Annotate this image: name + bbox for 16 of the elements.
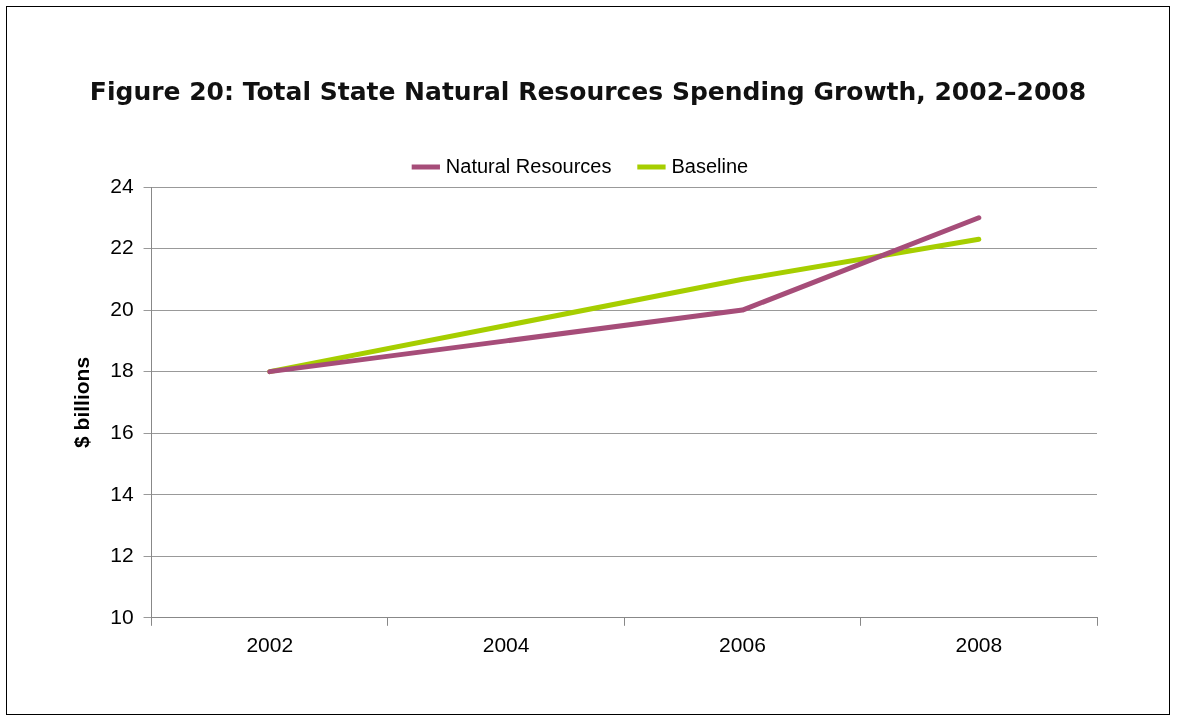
y-tick-label: 10 (110, 604, 134, 628)
y-tick-label: 24 (110, 173, 134, 197)
y-tick-label: 18 (110, 358, 134, 382)
y-axis-title: $ billions (70, 356, 94, 448)
chart-title: Figure 20: Total State Natural Resources Spending Growth, 2002–2008 (88, 77, 1088, 106)
legend-label: Baseline (671, 154, 749, 177)
x-tick-label: 2002 (246, 633, 294, 657)
x-tick-label: 2004 (482, 633, 530, 657)
x-tick-label: 2008 (955, 633, 1003, 657)
y-tick-label: 22 (110, 235, 134, 259)
y-tick-label: 14 (110, 481, 134, 505)
legend-label: Natural Resources (445, 154, 612, 177)
y-tick-label: 20 (110, 296, 134, 320)
y-tick-label: 12 (110, 543, 134, 567)
y-tick-label: 16 (110, 419, 134, 443)
x-tick-label: 2006 (719, 633, 766, 657)
